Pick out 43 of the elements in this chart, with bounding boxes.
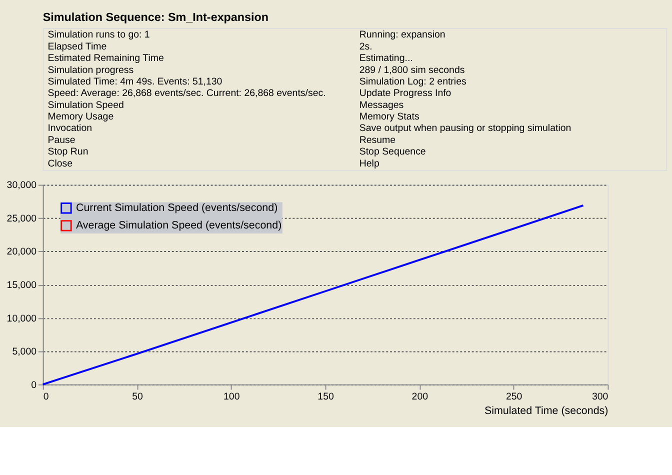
text: Speed: Average: 26,868 events/sec. Current: 26,868 events/sec. — [48, 88, 326, 100]
text: Stop Sequence — [359, 146, 426, 158]
text: Invocation — [48, 123, 92, 134]
y-tick-label: 25,000 — [6, 213, 38, 224]
line-series — [42, 204, 584, 386]
text: Update Progress Info — [359, 88, 452, 100]
text: Pause — [48, 134, 76, 146]
x-axis-title: Simulated Time (seconds) — [484, 405, 608, 418]
text: 2s. — [359, 41, 372, 52]
text: Estimating... — [359, 53, 413, 64]
x-tick-label: 50 — [132, 392, 144, 403]
y-tick-label: 15,000 — [6, 280, 38, 292]
y-tick-label: 0 — [31, 380, 38, 391]
x-tick-label: 300 — [592, 392, 609, 403]
text: Simulation Log: 2 entries — [359, 76, 466, 88]
text: Save output when pausing or stopping simulation — [359, 123, 572, 134]
text: Estimated Remaining Time — [48, 53, 164, 64]
text: Stop Run — [48, 146, 88, 158]
chart-title: Simulation Sequence: Sm_Int-expansion — [42, 11, 269, 24]
legend-label: Average Simulation Speed (events/second) — [76, 220, 282, 232]
text: Messages — [359, 100, 404, 111]
x-tick-label: 0 — [43, 392, 50, 403]
text: Resume — [359, 134, 396, 146]
text: Simulation Speed — [48, 100, 124, 111]
text: Simulation runs to go: 1 — [48, 30, 150, 41]
y-tick-label: 20,000 — [6, 246, 38, 258]
text: Help — [359, 158, 380, 170]
text: Simulation progress — [48, 64, 134, 76]
y-tick-label: 10,000 — [6, 313, 38, 324]
x-tick-label: 200 — [412, 392, 429, 403]
y-tick-label: 30,000 — [6, 180, 38, 192]
text: Simulated Time: 4m 49s. Events: 51,130 — [48, 76, 223, 88]
text: Close — [48, 158, 73, 170]
text: Memory Stats — [359, 112, 420, 123]
text: Memory Usage — [48, 112, 114, 123]
x-tick-label: 250 — [506, 392, 523, 403]
text: Running: expansion — [359, 30, 446, 41]
text: Elapsed Time — [48, 41, 107, 52]
x-tick-label: 150 — [318, 392, 334, 403]
x-tick-label: 100 — [224, 392, 240, 403]
legend-label: Current Simulation Speed (events/second) — [76, 202, 278, 214]
y-tick-label: 5,000 — [12, 346, 38, 358]
text: 289 / 1,800 sim seconds — [359, 64, 465, 76]
